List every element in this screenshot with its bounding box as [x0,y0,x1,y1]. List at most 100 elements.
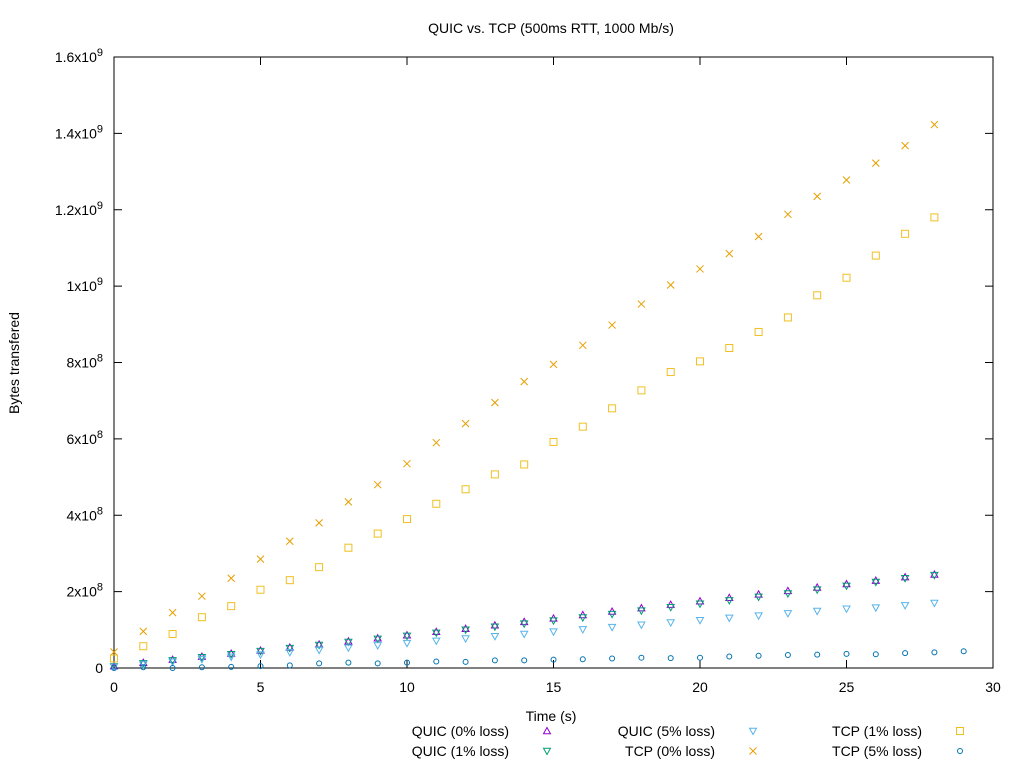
data-point [286,662,293,669]
data-point [842,605,851,614]
data-point [900,574,910,583]
data-point [607,610,617,619]
data-point [871,576,881,584]
data-point [783,610,793,618]
y-tick-label: 0 [95,660,103,676]
data-point [344,638,353,647]
data-point [344,636,353,645]
data-point [871,604,881,613]
data-point [227,602,236,611]
data-point [549,437,558,446]
data-point [725,249,734,258]
legend-label: QUIC (1% loss) [412,743,509,759]
data-point [403,515,411,524]
data-point [344,498,353,506]
data-point [461,635,470,644]
data-point [695,616,705,625]
data-point [110,648,118,656]
data-point [315,519,323,527]
data-point [549,617,558,626]
data-point [637,300,646,308]
x-tick-label: 10 [399,679,415,695]
legend-label: TCP (1% loss) [832,723,922,739]
y-axis-label: Bytes transfered [6,312,22,414]
data-point [461,624,470,632]
legend-marker [748,727,758,736]
y-tick-label: 1.6x109 [55,47,103,65]
data-point [402,639,412,648]
data-point [637,607,646,616]
data-point [843,650,850,657]
data-point [373,480,382,489]
data-point [110,654,118,663]
data-point [198,592,206,601]
data-point [755,652,762,659]
y-tick-label: 4x108 [67,505,103,523]
x-tick-label: 0 [110,679,118,695]
data-point [813,291,822,300]
data-point [491,398,499,407]
data-point [431,629,441,638]
data-point [490,620,500,629]
data-point [226,653,236,662]
data-point [812,586,822,595]
data-point [197,654,207,662]
data-point [578,626,588,634]
data-point [404,659,410,666]
data-point [316,660,323,667]
data-point [931,649,938,656]
data-point [168,608,177,617]
data-point [724,597,734,605]
data-point [431,637,441,646]
legend-marker [956,727,964,735]
data-point [960,648,967,655]
data-point [374,660,381,667]
data-point [519,617,529,626]
data-point [285,642,295,651]
series-5 [111,648,967,671]
data-point [139,642,148,651]
series-2 [109,599,939,672]
data-point [637,386,646,395]
data-point [314,646,324,655]
data-point [197,613,206,622]
data-point [872,651,879,658]
data-point [696,357,704,366]
legend-marker [957,748,963,754]
legend-label: QUIC (0% loss) [412,723,509,739]
data-point [433,658,440,665]
data-point [344,543,353,552]
data-point [256,651,265,660]
data-point [666,281,675,289]
data-point [754,593,763,602]
chart-title: QUIC vs. TCP (500ms RTT, 1000 Mb/s) [428,20,674,36]
data-point [490,623,500,632]
x-tick-label: 20 [692,679,708,695]
y-tick-label: 1.2x109 [55,200,103,218]
series-3 [110,120,939,656]
data-point [725,343,734,352]
data-point [490,633,500,641]
x-tick-label: 30 [985,679,1001,695]
plot-frame [113,56,994,669]
data-point [842,579,851,588]
data-point [168,630,177,639]
data-point [930,571,939,580]
data-point [169,665,176,671]
data-point [696,265,704,273]
data-point [197,655,207,664]
data-point [373,633,383,642]
data-point [901,141,909,150]
data-point [168,657,177,665]
data-point [345,659,352,666]
data-point [609,655,616,662]
data-points [109,120,967,672]
legend: QUIC (0% loss) QUIC (1% loss) QUIC (5% los… [412,723,964,759]
data-point [637,621,646,630]
legend-marker [542,726,552,735]
axis-ticks: 0 5 10 15 20 25 30 0 2x108 4x108 6x108 8x108 1x109 1.… [55,47,1001,695]
data-point [462,658,469,665]
data-point [842,582,851,591]
data-point [285,576,294,585]
data-point [666,368,675,377]
